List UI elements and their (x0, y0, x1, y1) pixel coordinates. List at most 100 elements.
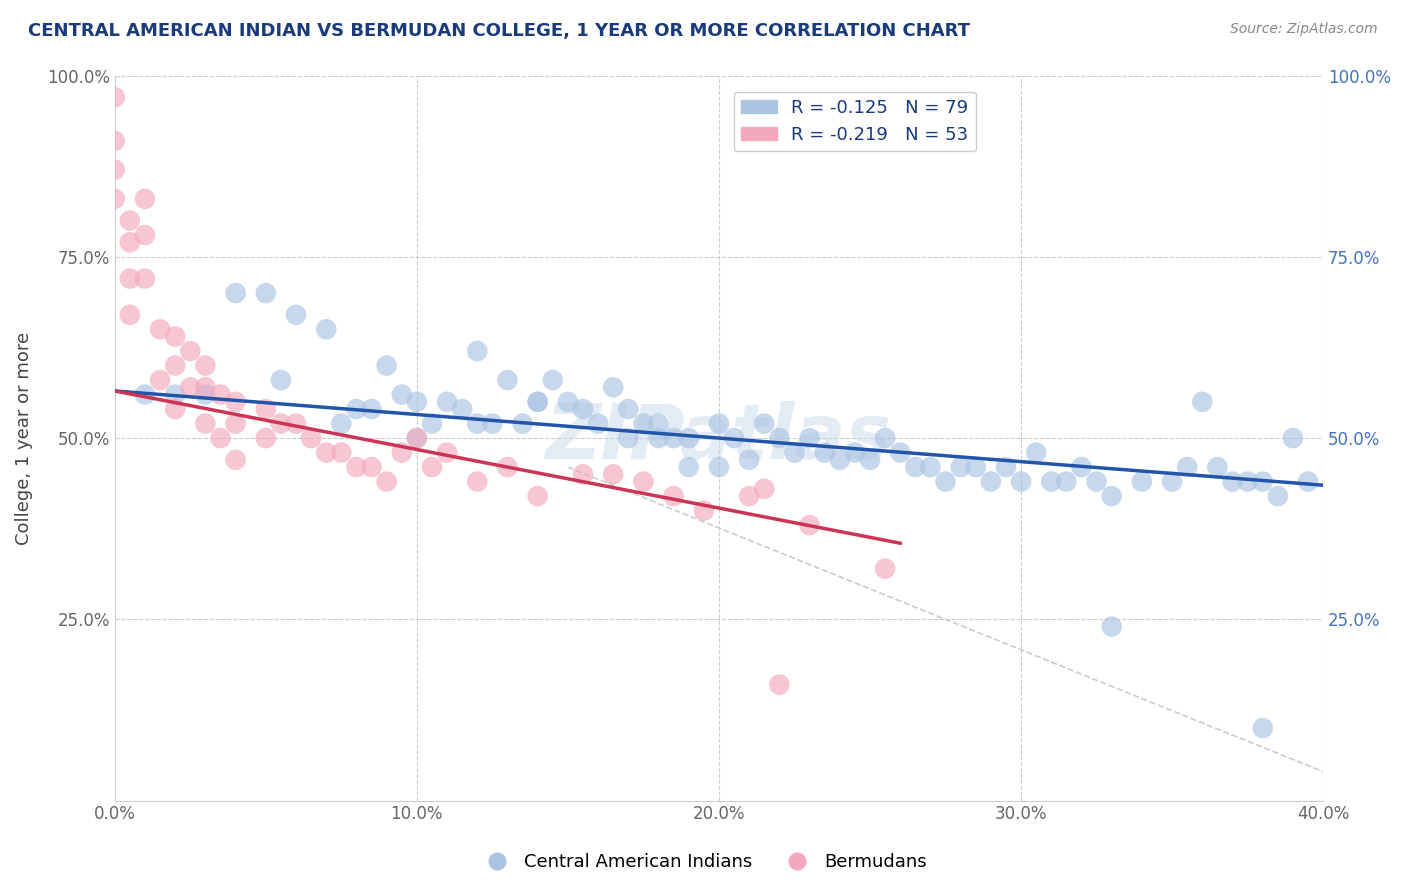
Point (436, 394, 458, 409)
Y-axis label: College, 1 year or more: College, 1 year or more (15, 332, 32, 545)
Point (270, 373, 292, 387)
Point (165, 402, 187, 417)
Point (465, 417, 488, 431)
Point (633, 417, 655, 431)
Point (465, 344, 488, 359)
Point (965, 460, 987, 475)
Point (179, 344, 201, 359)
Point (134, 227, 156, 242)
Point (346, 460, 368, 475)
Point (104, 90, 127, 104)
Point (662, 489, 685, 503)
Point (1130, 475, 1153, 489)
Point (1267, 489, 1289, 503)
Point (118, 235, 141, 250)
Point (285, 417, 308, 431)
Point (1296, 475, 1319, 489)
Point (375, 359, 398, 373)
Point (330, 445, 353, 459)
Point (1025, 445, 1047, 459)
Point (723, 431, 745, 445)
Point (405, 394, 427, 409)
Point (754, 417, 776, 431)
Point (225, 394, 247, 409)
Point (617, 402, 640, 417)
Point (315, 445, 337, 459)
Point (526, 489, 548, 503)
Point (496, 460, 519, 475)
Legend: R = -0.125   N = 79, R = -0.219   N = 53: R = -0.125 N = 79, R = -0.219 N = 53 (734, 92, 976, 152)
Point (149, 373, 172, 387)
Point (405, 431, 427, 445)
Point (572, 467, 595, 482)
Point (134, 192, 156, 206)
Point (104, 162, 127, 177)
Point (586, 417, 609, 431)
Point (134, 387, 156, 401)
Point (541, 373, 564, 387)
Point (118, 308, 141, 322)
Point (179, 380, 201, 394)
Point (420, 417, 443, 431)
Point (738, 489, 761, 503)
Point (678, 431, 700, 445)
Point (134, 271, 156, 285)
Point (165, 359, 187, 373)
Point (420, 460, 443, 475)
Point (451, 402, 474, 417)
Point (859, 452, 882, 467)
Point (904, 460, 927, 475)
Point (707, 460, 730, 475)
Point (617, 431, 640, 445)
Point (1251, 721, 1274, 735)
Point (496, 373, 519, 387)
Point (799, 431, 821, 445)
Point (1282, 431, 1305, 445)
Legend: Central American Indians, Bermudans: Central American Indians, Bermudans (471, 847, 935, 879)
Point (828, 452, 851, 467)
Point (768, 431, 790, 445)
Point (360, 460, 382, 475)
Point (754, 482, 776, 496)
Point (693, 503, 716, 517)
Point (1236, 475, 1258, 489)
Point (844, 445, 866, 459)
Point (225, 286, 247, 301)
Point (104, 192, 127, 206)
Point (465, 475, 488, 489)
Point (1054, 475, 1077, 489)
Point (647, 417, 669, 431)
Point (799, 518, 821, 533)
Point (1175, 460, 1198, 475)
Point (1010, 475, 1032, 489)
Point (1206, 460, 1229, 475)
Point (1101, 619, 1123, 633)
Point (1222, 475, 1244, 489)
Point (1251, 475, 1274, 489)
Point (633, 475, 655, 489)
Point (254, 402, 277, 417)
Point (1191, 394, 1213, 409)
Point (375, 475, 398, 489)
Point (405, 431, 427, 445)
Point (875, 561, 897, 575)
Point (1085, 475, 1108, 489)
Point (1040, 475, 1063, 489)
Point (165, 387, 187, 401)
Point (225, 452, 247, 467)
Point (194, 387, 217, 401)
Point (1070, 460, 1092, 475)
Point (330, 417, 353, 431)
Point (209, 387, 232, 401)
Point (512, 417, 534, 431)
Point (934, 475, 956, 489)
Point (194, 417, 217, 431)
Point (436, 445, 458, 459)
Point (889, 445, 911, 459)
Point (194, 380, 217, 394)
Point (225, 417, 247, 431)
Point (602, 467, 624, 482)
Point (118, 213, 141, 227)
Text: CENTRAL AMERICAN INDIAN VS BERMUDAN COLLEGE, 1 YEAR OR MORE CORRELATION CHART: CENTRAL AMERICAN INDIAN VS BERMUDAN COLL… (28, 22, 970, 40)
Point (526, 394, 548, 409)
